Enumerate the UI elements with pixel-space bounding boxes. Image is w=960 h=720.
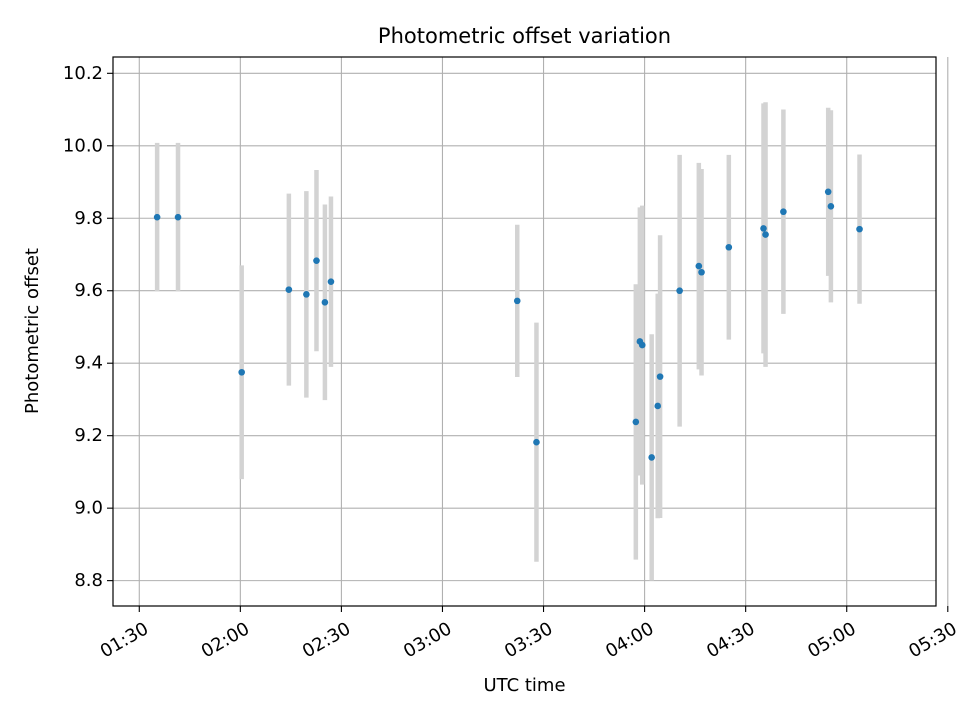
data-point	[780, 208, 787, 216]
y-tick-label: 9.6	[74, 280, 103, 301]
x-tick-label: 04:00	[602, 618, 657, 662]
y-axis: 8.8 9.0 9.2 9.4 9.6 9.8 10.0 10.2	[63, 63, 113, 591]
x-axis: 01:30 02:00 02:30 03:00 03:30 04:00 04:30 05:00…	[97, 606, 960, 662]
data-point	[533, 438, 540, 446]
data-point	[827, 202, 835, 210]
data-point	[638, 341, 646, 349]
y-tick-label: 9.2	[74, 425, 103, 446]
data-point	[654, 402, 662, 410]
data-point	[303, 291, 310, 298]
y-tick-label: 9.8	[74, 208, 103, 229]
data-point	[153, 213, 161, 221]
data-point	[313, 257, 320, 264]
data-points	[153, 188, 863, 461]
plot-frame	[112, 56, 937, 607]
data-point	[632, 418, 640, 426]
data-point	[648, 454, 655, 461]
data-point	[760, 225, 767, 232]
y-tick-label: 10.0	[63, 135, 103, 156]
data-point	[285, 286, 293, 293]
y-tick-label: 9.0	[74, 498, 103, 519]
x-tick-label: 05:00	[804, 618, 859, 662]
data-point	[656, 373, 664, 380]
x-tick-label: 01:30	[97, 618, 152, 662]
x-tick-label: 04:30	[703, 618, 758, 662]
data-point	[725, 243, 733, 251]
data-point	[174, 213, 182, 221]
data-point	[238, 368, 245, 376]
y-tick-label: 9.4	[74, 353, 103, 374]
data-point	[513, 297, 521, 305]
data-point	[762, 231, 769, 238]
x-tick-label: 03:00	[400, 618, 455, 662]
data-point	[327, 278, 335, 285]
x-tick-label: 02:00	[198, 618, 253, 662]
data-point	[676, 287, 683, 295]
data-point	[321, 299, 329, 306]
chart-title: Photometric offset variation	[378, 24, 671, 48]
y-tick-label: 8.8	[74, 570, 103, 591]
x-tick-label: 02:30	[299, 618, 354, 662]
data-point	[695, 262, 703, 270]
y-tick-label: 10.2	[63, 63, 103, 84]
x-axis-title: UTC time	[483, 675, 565, 696]
error-bars	[154, 102, 862, 581]
x-tick-label: 05:30	[905, 618, 960, 662]
data-point	[698, 268, 705, 276]
grid	[113, 57, 949, 606]
data-point	[856, 225, 863, 233]
data-point	[824, 188, 832, 196]
x-tick-label: 03:30	[501, 618, 556, 662]
y-axis-title: Photometric offset	[22, 248, 43, 414]
